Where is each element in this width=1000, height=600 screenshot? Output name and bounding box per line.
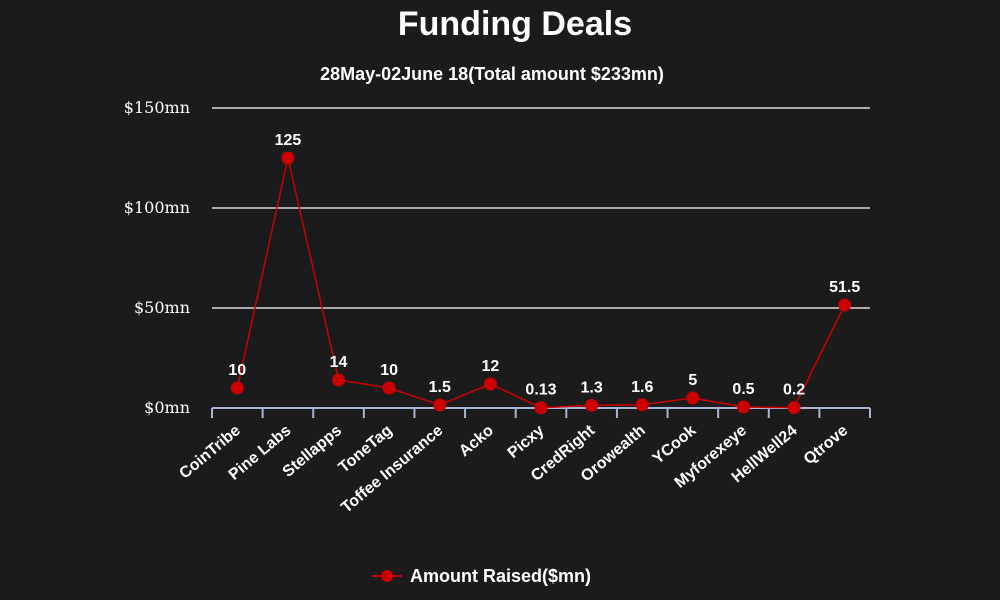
data-point[interactable] [535,401,548,414]
y-tick-label: $50mn [134,298,190,317]
data-point[interactable] [838,299,851,312]
chart-subtitle: 28May-02June 18(Total amount $233mn) [320,64,664,84]
data-label: 5 [688,372,697,389]
data-point[interactable] [433,399,446,412]
data-label: 12 [481,358,499,375]
legend[interactable]: Amount Raised($mn) [372,566,591,586]
data-point[interactable] [281,152,294,165]
series-amount-raised [231,152,851,415]
y-tick-label: $100mn [124,198,190,217]
data-point[interactable] [231,382,244,395]
chart-title: Funding Deals [398,5,632,43]
gridlines [212,108,870,308]
data-label: 1.6 [631,379,653,396]
data-label: 10 [380,362,398,379]
data-label: 0.13 [525,382,556,399]
x-tick-label: Qtrove [801,422,852,468]
data-point[interactable] [737,401,750,414]
data-label: 0.2 [783,382,805,399]
chart-container: Funding Deals 28May-02June 18(Total amou… [0,0,1000,600]
data-label: 51.5 [829,279,860,296]
line-chart: Funding Deals 28May-02June 18(Total amou… [0,0,1000,600]
data-label: 14 [330,354,348,371]
data-labels: 10 125 14 10 1.5 12 0.13 1.3 1.6 5 0.5 0.2 51.5 [228,132,860,399]
data-point[interactable] [332,374,345,387]
data-label: 125 [275,132,302,149]
y-axis-ticks: $0mn $50mn $100mn $150mn [124,98,190,417]
x-tick-label: Acko [456,422,497,460]
data-label: 1.5 [429,379,451,396]
data-point[interactable] [686,392,699,405]
data-point[interactable] [636,398,649,411]
data-label: 0.5 [732,381,754,398]
data-point[interactable] [484,378,497,391]
data-point[interactable] [585,399,598,412]
data-point[interactable] [383,382,396,395]
legend-label: Amount Raised($mn) [410,566,591,586]
data-label: 1.3 [580,379,602,396]
y-tick-label: $0mn [144,398,190,417]
series-line [237,158,844,408]
data-point[interactable] [788,401,801,414]
legend-marker [381,570,393,582]
data-label: 10 [228,362,246,379]
y-tick-label: $150mn [124,98,190,117]
x-tick-label: Picxy [505,422,548,462]
